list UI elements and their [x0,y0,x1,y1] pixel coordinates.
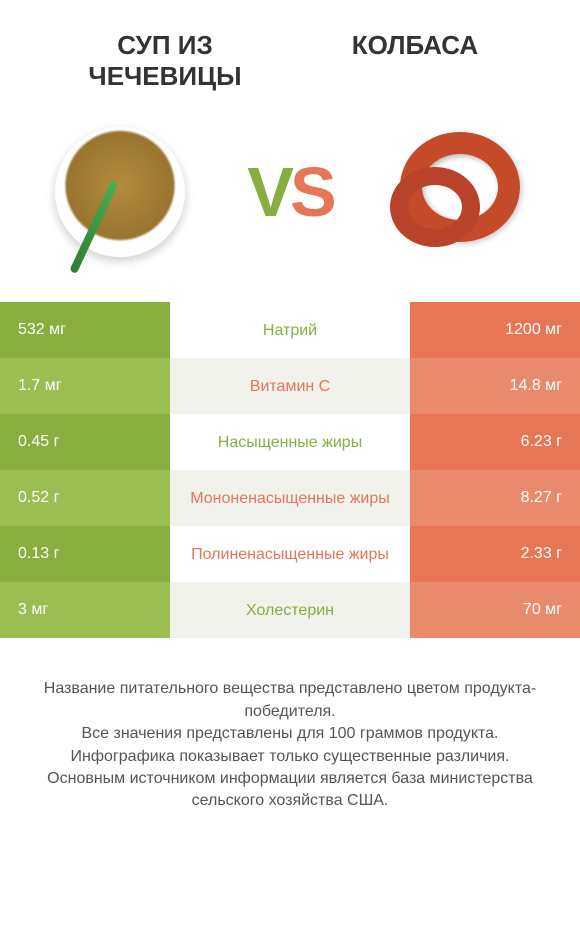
nutrient-label: Мононенасыщенные жиры [170,470,410,526]
left-value: 1.7 мг [0,358,170,414]
footer-line: Инфографика показывает только существенн… [30,746,550,768]
footer-notes: Название питательного вещества представл… [0,638,580,812]
soup-bowl-icon [55,127,185,257]
right-value: 6.23 г [410,414,580,470]
table-row: 532 мгНатрий1200 мг [0,302,580,358]
right-value: 8.27 г [410,470,580,526]
table-row: 0.52 гМононенасыщенные жиры8.27 г [0,470,580,526]
footer-line: Основным источником информации является … [30,768,550,813]
left-value: 3 мг [0,582,170,638]
left-product-title: СУП ИЗ ЧЕЧЕВИЦЫ [40,30,290,92]
nutrient-label: Холестерин [170,582,410,638]
nutrient-label: Натрий [170,302,410,358]
right-value: 70 мг [410,582,580,638]
vs-label: VS [247,152,332,232]
sausage-icon [385,122,535,262]
left-value: 0.13 г [0,526,170,582]
table-row: 3 мгХолестерин70 мг [0,582,580,638]
comparison-table: 532 мгНатрий1200 мг1.7 мгВитамин C14.8 м… [0,302,580,638]
images-row: VS [0,102,580,302]
left-value: 0.52 г [0,470,170,526]
table-row: 1.7 мгВитамин C14.8 мг [0,358,580,414]
nutrient-label: Насыщенные жиры [170,414,410,470]
right-value: 2.33 г [410,526,580,582]
right-value: 1200 мг [410,302,580,358]
footer-line: Все значения представлены для 100 граммо… [30,723,550,745]
right-product-title: КОЛБАСА [290,30,540,61]
footer-line: Название питательного вещества представл… [30,678,550,723]
right-value: 14.8 мг [410,358,580,414]
right-product-image [380,112,540,272]
table-row: 0.45 гНасыщенные жиры6.23 г [0,414,580,470]
left-product-image [40,112,200,272]
left-value: 532 мг [0,302,170,358]
left-value: 0.45 г [0,414,170,470]
nutrient-label: Полиненасыщенные жиры [170,526,410,582]
table-row: 0.13 гПолиненасыщенные жиры2.33 г [0,526,580,582]
header: СУП ИЗ ЧЕЧЕВИЦЫ КОЛБАСА [0,0,580,102]
nutrient-label: Витамин C [170,358,410,414]
